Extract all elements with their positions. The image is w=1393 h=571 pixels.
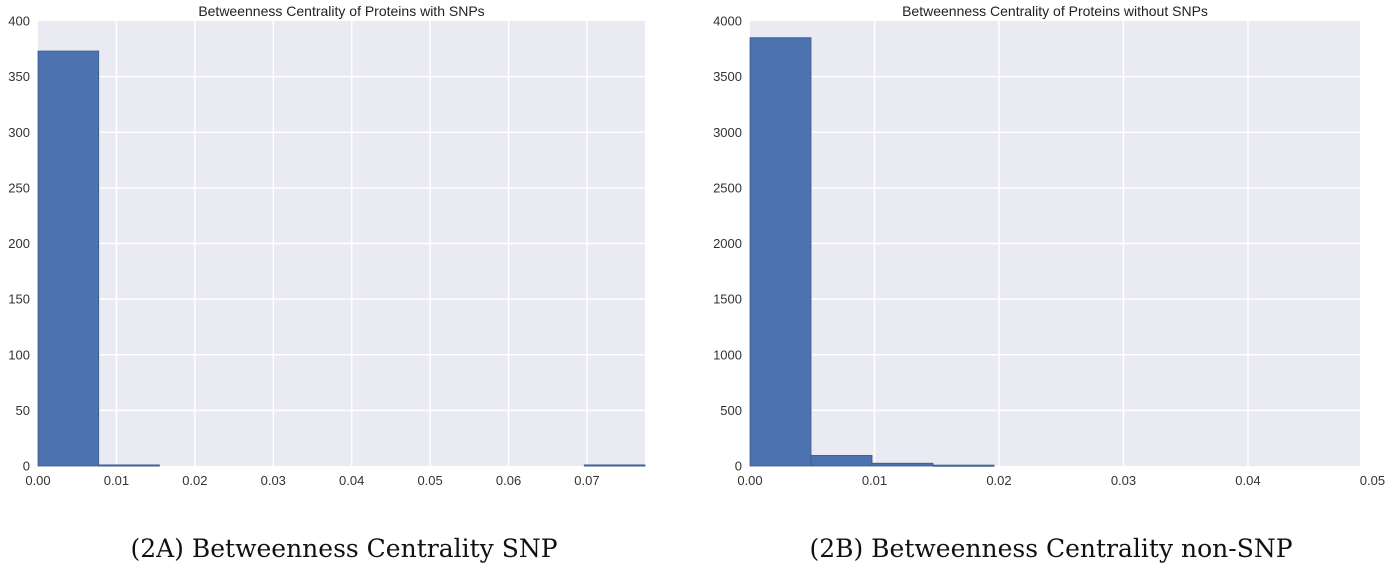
snp-y-tick-label: 100 [8, 347, 30, 362]
snp-histogram-bar [37, 50, 100, 467]
non-snp-x-tick-label: 0.02 [986, 473, 1011, 488]
snp-y-tick-label: 50 [16, 403, 30, 418]
non-snp-y-tick-label: 500 [720, 403, 742, 418]
snp-x-tick-label: 0.06 [496, 473, 521, 488]
snp-x-tick-label: 0.04 [339, 473, 364, 488]
caption-non-snp: (2B) Betweenness Centrality non-SNP [809, 534, 1293, 563]
snp-x-tick-label: 0.01 [104, 473, 129, 488]
non-snp-y-tick-label: 0 [735, 459, 742, 474]
non-snp-y-tick-label: 3000 [713, 125, 742, 140]
non-snp-chart-title: Betweenness Centrality of Proteins witho… [902, 3, 1208, 19]
non-snp-histogram-bar [871, 462, 934, 467]
non-snp-x-tick-label: 0.00 [737, 473, 762, 488]
non-snp-x-tick-label: 0.04 [1235, 473, 1260, 488]
snp-x-tick-label: 0.02 [182, 473, 207, 488]
snp-histogram-bar [98, 464, 160, 467]
non-snp-x-tick-label: 0.03 [1111, 473, 1136, 488]
non-snp-y-tick-label: 4000 [713, 14, 742, 29]
non-snp-y-tick-label: 2500 [713, 180, 742, 195]
snp-x-tick-label: 0.00 [25, 473, 50, 488]
histogram-panel-non-snp: 0.00 0.01 0.02 0.03 0.04 0.05 0 500 1000 1500 2000… [690, 0, 1393, 571]
histogram-chart-non-snp: 0.00 0.01 0.02 0.03 0.04 0.05 0 500 1000 1500 2000… [713, 3, 1385, 488]
snp-y-tick-label: 0 [23, 459, 30, 474]
histogram-panel-snp: 0.00 0.01 0.02 0.03 0.04 0.05 0.06 0.07 0 50 100 15… [0, 0, 680, 571]
non-snp-y-tick-label: 2000 [713, 236, 742, 251]
caption-snp: (2A) Betweenness Centrality SNP [130, 534, 558, 563]
snp-y-tick-label: 250 [8, 180, 30, 195]
non-snp-histogram-bar [749, 37, 812, 467]
snp-x-tick-label: 0.07 [574, 473, 599, 488]
snp-y-tick-label: 350 [8, 69, 30, 84]
non-snp-x-tick-label: 0.01 [862, 473, 887, 488]
non-snp-y-tick-label: 3500 [713, 69, 742, 84]
non-snp-histogram-bar [810, 455, 873, 467]
snp-histogram-bar [583, 464, 646, 467]
non-snp-y-tick-label: 1500 [713, 292, 742, 307]
snp-y-tick-label: 200 [8, 236, 30, 251]
snp-x-tick-label: 0.05 [417, 473, 442, 488]
snp-y-tick-label: 400 [8, 14, 30, 29]
snp-y-tick-label: 300 [8, 125, 30, 140]
non-snp-x-tick-label: 0.05 [1360, 473, 1385, 488]
non-snp-histogram-bar [932, 464, 995, 467]
non-snp-y-tick-label: 1000 [713, 347, 742, 362]
snp-x-tick-label: 0.03 [261, 473, 286, 488]
snp-chart-title: Betweenness Centrality of Proteins with … [198, 3, 484, 19]
snp-y-tick-label: 150 [8, 292, 30, 307]
histogram-chart-snp: 0.00 0.01 0.02 0.03 0.04 0.05 0.06 0.07 0 50 100 15… [8, 3, 646, 488]
